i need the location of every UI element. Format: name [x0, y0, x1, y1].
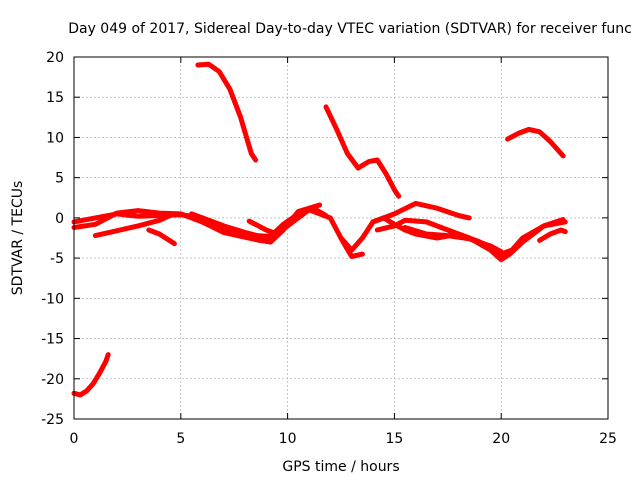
x-tick-label: 10 — [279, 431, 297, 447]
y-tick-label: -10 — [41, 291, 64, 307]
y-tick-label: 20 — [46, 50, 64, 66]
series-arc-5 — [146, 227, 177, 247]
x-tick-label: 25 — [599, 431, 617, 447]
x-tick-label: 0 — [70, 431, 79, 447]
axis-ticks: 0 5 10 15 20 25 -25 -20 -15 -10 -5 0 5 10 15 20 — [41, 50, 617, 447]
series-arc-7 — [199, 202, 323, 245]
data-series — [71, 61, 568, 398]
series-arc-9 — [195, 61, 259, 163]
y-tick-label: 0 — [55, 211, 64, 227]
x-tick-label: 5 — [176, 431, 185, 447]
series-arc-6 — [189, 205, 329, 239]
series-arc-4 — [92, 213, 173, 239]
y-tick-label: 5 — [55, 171, 64, 187]
plot-frame — [73, 56, 609, 420]
series-arc-12 — [370, 200, 472, 225]
y-tick-label: 10 — [46, 130, 64, 146]
y-tick-label: -5 — [50, 251, 64, 267]
chart-title: Day 049 of 2017, Sidereal Day-to-day VTE… — [68, 21, 632, 37]
x-tick-label: 15 — [385, 431, 403, 447]
y-tick-label: 15 — [46, 90, 64, 106]
y-axis-label: SDTVAR / TECUs — [10, 181, 26, 296]
series-arc-16 — [537, 227, 568, 243]
series-arc-15 — [505, 126, 566, 159]
series-arc-1 — [71, 352, 111, 398]
y-tick-label: -15 — [41, 332, 64, 348]
x-axis-label: GPS time / hours — [282, 459, 399, 475]
series-arc-8 — [246, 218, 280, 237]
x-tick-label: 20 — [492, 431, 510, 447]
series-arc-14 — [402, 225, 504, 255]
grid — [74, 57, 608, 419]
y-tick-label: -25 — [41, 412, 64, 428]
y-tick-label: -20 — [41, 372, 64, 388]
series-arc-10 — [323, 104, 402, 199]
